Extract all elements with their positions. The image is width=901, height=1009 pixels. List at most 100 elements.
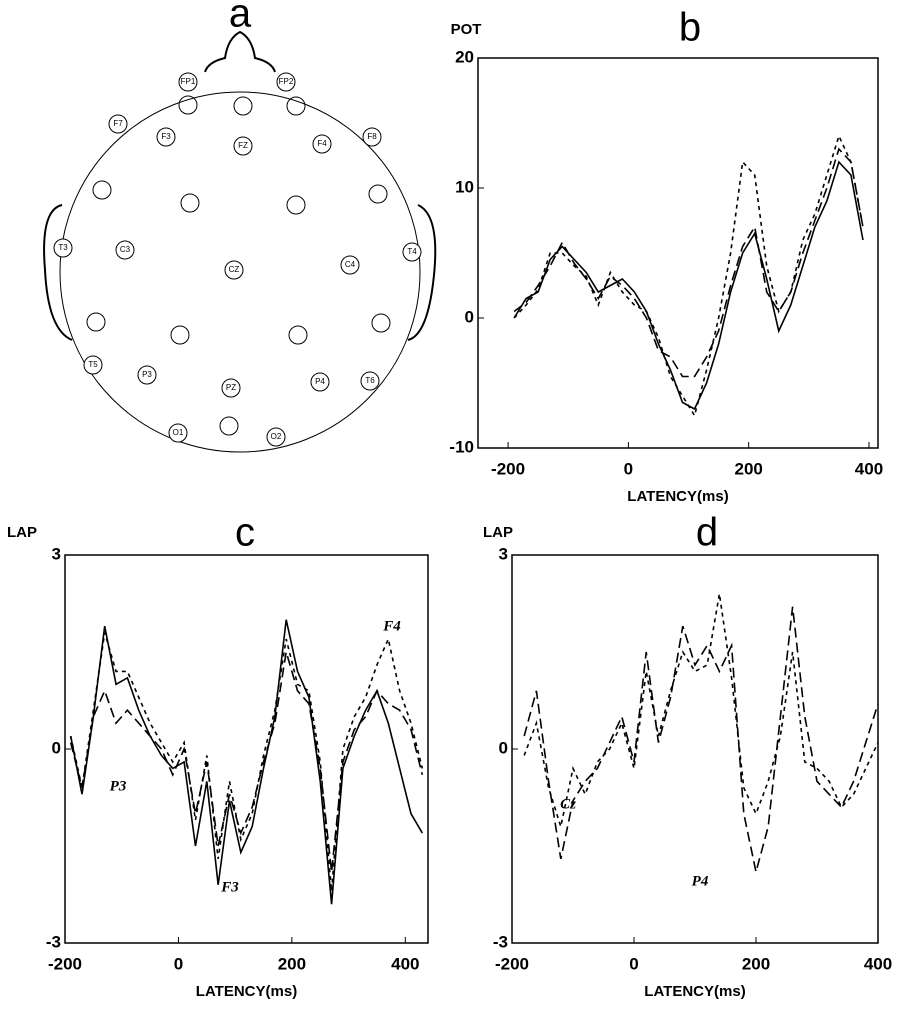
y-tick-label: 20 — [455, 47, 474, 66]
electrode — [170, 325, 190, 345]
y-axis-label: POT — [451, 21, 482, 38]
electrode — [402, 242, 422, 262]
electrode-label: C3 — [120, 245, 131, 254]
electrode-label: CZ — [229, 265, 240, 274]
data-line — [523, 606, 879, 873]
y-tick-label: 3 — [52, 544, 61, 563]
electrode — [360, 371, 380, 391]
data-line — [69, 619, 424, 905]
annotation: F4 — [382, 618, 401, 634]
data-line — [69, 651, 424, 872]
data-line — [523, 593, 879, 830]
nose — [204, 30, 276, 73]
electrode — [115, 240, 135, 260]
head-diagram — [43, 30, 437, 453]
y-tick-label: -3 — [46, 932, 61, 951]
electrode-label: O1 — [173, 428, 184, 437]
electrode-label: O2 — [271, 432, 282, 441]
x-tick-label: 0 — [174, 954, 183, 973]
panel-title: d — [696, 511, 718, 555]
electrode-label: P4 — [315, 377, 325, 386]
x-tick-label: -200 — [48, 954, 82, 973]
electrode-label: T5 — [88, 360, 98, 369]
x-tick-label: -200 — [491, 459, 525, 478]
x-tick-label: 0 — [629, 954, 638, 973]
electrode — [92, 180, 112, 200]
x-axis-label: LATENCY(ms) — [627, 488, 728, 505]
x-tick-label: 400 — [855, 459, 883, 478]
electrode-label: PZ — [226, 383, 236, 392]
electrode-label: F7 — [113, 119, 123, 128]
right-ear — [407, 204, 437, 341]
x-tick-label: 400 — [391, 954, 419, 973]
electrode — [108, 114, 128, 134]
data-line — [513, 147, 864, 378]
electrode-label: F4 — [317, 139, 327, 148]
y-axis-label: LAP — [7, 524, 37, 541]
annotation: P4 — [692, 873, 709, 889]
y-axis-label: LAP — [483, 524, 513, 541]
panel-title: b — [679, 6, 701, 50]
y-tick-label: 0 — [499, 738, 508, 757]
data-line — [513, 133, 864, 418]
x-axis-label: LATENCY(ms) — [644, 983, 745, 1000]
electrode — [86, 312, 106, 332]
electrode-label: T6 — [365, 376, 375, 385]
x-tick-label: 0 — [624, 459, 633, 478]
electrode — [224, 260, 244, 280]
y-tick-label: 10 — [455, 177, 474, 196]
x-tick-label: 200 — [742, 954, 770, 973]
electrode — [266, 427, 286, 447]
electrode — [286, 96, 306, 116]
electrode — [371, 313, 391, 333]
panel-title: a — [229, 0, 252, 36]
electrode-label: F8 — [367, 132, 377, 141]
x-tick-label: 200 — [278, 954, 306, 973]
electrode — [310, 372, 330, 392]
annotation: Cz — [560, 796, 576, 812]
plot-frame — [477, 57, 879, 449]
y-tick-label: 0 — [52, 738, 61, 757]
electrode — [233, 96, 253, 116]
electrode — [368, 184, 388, 204]
electrode — [83, 355, 103, 375]
head-outline — [59, 91, 421, 453]
electrode — [221, 378, 241, 398]
electrode — [340, 255, 360, 275]
panel-title: c — [235, 511, 255, 555]
x-tick-label: 400 — [864, 954, 892, 973]
x-tick-label: 200 — [734, 459, 762, 478]
x-tick-label: -200 — [495, 954, 529, 973]
electrode — [286, 195, 306, 215]
electrode — [178, 95, 198, 115]
electrode — [137, 365, 157, 385]
electrode — [219, 416, 239, 436]
y-tick-label: 3 — [499, 544, 508, 563]
electrode — [178, 72, 198, 92]
electrode — [233, 136, 253, 156]
electrode-label: C4 — [345, 260, 356, 269]
electrode — [168, 423, 188, 443]
y-tick-label: 0 — [465, 307, 474, 326]
left-ear — [43, 204, 73, 341]
electrode-label: P3 — [142, 370, 152, 379]
electrode-label: F3 — [161, 132, 171, 141]
electrode-label: FP1 — [181, 77, 196, 86]
electrode — [362, 127, 382, 147]
electrode-label: T4 — [407, 247, 417, 256]
y-tick-label: -3 — [493, 932, 508, 951]
electrode-label: T3 — [58, 243, 68, 252]
electrode — [180, 193, 200, 213]
electrode — [312, 134, 332, 154]
data-line — [69, 632, 424, 892]
electrode — [276, 72, 296, 92]
data-line — [513, 160, 864, 411]
electrode — [53, 238, 73, 258]
electrode-label: FZ — [238, 141, 248, 150]
annotation: P3 — [110, 778, 127, 794]
y-tick-label: -10 — [449, 437, 474, 456]
plot-frame — [64, 554, 429, 944]
annotation: F3 — [220, 879, 239, 895]
x-axis-label: LATENCY(ms) — [196, 983, 297, 1000]
